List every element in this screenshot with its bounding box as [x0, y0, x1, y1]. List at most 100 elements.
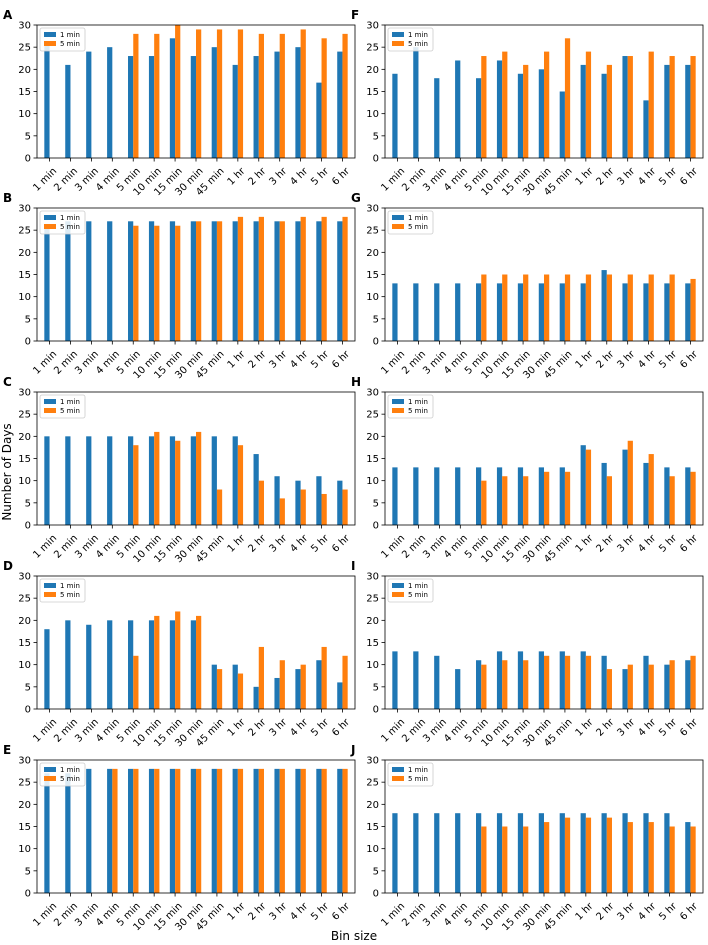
bar — [232, 64, 238, 158]
y-tick-label: 15 — [18, 822, 31, 833]
bar — [606, 64, 612, 158]
x-tick-label: 5 hr — [657, 348, 680, 371]
bar — [300, 768, 306, 893]
bar — [648, 664, 654, 709]
bar — [337, 768, 343, 893]
bar — [601, 655, 607, 709]
bar — [133, 33, 139, 159]
legend-label: 1 min — [408, 766, 428, 774]
bar — [643, 283, 649, 341]
bar — [316, 221, 322, 341]
x-tick-label: 4 hr — [288, 900, 311, 923]
bar — [455, 283, 461, 341]
x-tick-label: 4 hr — [636, 165, 659, 188]
x-tick-label: 1 hr — [574, 900, 597, 923]
bar — [258, 33, 264, 159]
y-tick-label: 15 — [366, 270, 379, 281]
legend-label: 5 min — [60, 223, 80, 231]
bar — [481, 664, 487, 709]
bar — [112, 768, 118, 893]
bar — [669, 56, 675, 158]
bar — [455, 813, 461, 893]
bar — [538, 651, 544, 709]
bar — [643, 100, 649, 158]
bar — [627, 822, 633, 893]
y-tick-label: 20 — [18, 65, 31, 76]
y-tick-label: 30 — [366, 756, 379, 767]
x-tick-label: 3 hr — [615, 348, 638, 371]
y-tick-label: 5 — [25, 314, 31, 325]
y-tick-label: 25 — [18, 43, 31, 54]
bar — [413, 813, 419, 893]
bar — [664, 283, 670, 341]
legend-label: 1 min — [60, 214, 80, 222]
bar — [342, 216, 348, 341]
bar — [133, 655, 139, 709]
y-axis-title: Number of Days — [0, 423, 14, 520]
bar — [44, 225, 50, 341]
bar — [564, 471, 571, 525]
y-tick-label: 0 — [25, 337, 31, 348]
bar — [196, 768, 202, 893]
legend-swatch — [392, 776, 404, 781]
bar — [627, 664, 633, 709]
legend-swatch — [392, 408, 404, 413]
bar — [496, 60, 503, 158]
bar — [342, 33, 348, 159]
bar — [237, 216, 244, 341]
bar — [148, 768, 155, 893]
y-tick-label: 25 — [18, 778, 31, 789]
bar — [211, 664, 217, 709]
x-tick-label: 2 hr — [594, 716, 617, 739]
bar — [538, 69, 544, 158]
bar — [690, 471, 696, 525]
bar — [337, 51, 343, 158]
bar — [65, 436, 71, 525]
bar — [523, 274, 529, 341]
legend-label: 5 min — [408, 407, 428, 415]
bar — [148, 620, 155, 709]
y-tick-label: 5 — [25, 131, 31, 142]
bar — [517, 467, 524, 525]
bar — [237, 768, 244, 893]
bar — [128, 620, 134, 709]
bar — [295, 221, 301, 341]
bar — [544, 655, 550, 709]
bar — [44, 42, 50, 159]
bar — [580, 283, 586, 341]
bar — [434, 655, 440, 709]
bar — [538, 467, 544, 525]
bar — [413, 47, 419, 158]
bar — [685, 64, 691, 158]
bar — [585, 51, 592, 158]
bar — [523, 826, 529, 893]
y-tick-label: 10 — [366, 660, 379, 671]
x-tick-label: 5 hr — [309, 900, 332, 923]
y-tick-label: 30 — [366, 572, 379, 583]
bar — [216, 489, 223, 525]
bar — [154, 431, 160, 525]
bar — [585, 817, 592, 893]
bar — [65, 64, 71, 158]
y-tick-label: 5 — [373, 866, 379, 877]
legend-label: 5 min — [60, 591, 80, 599]
y-tick-label: 25 — [366, 226, 379, 237]
bar — [279, 33, 285, 159]
bar — [502, 826, 508, 893]
bar — [86, 51, 92, 158]
bar — [169, 436, 176, 525]
bar — [169, 768, 176, 893]
x-tick-label: 2 hr — [246, 532, 269, 555]
bar — [627, 56, 633, 158]
bar — [496, 813, 503, 893]
y-tick-label: 0 — [25, 705, 31, 716]
